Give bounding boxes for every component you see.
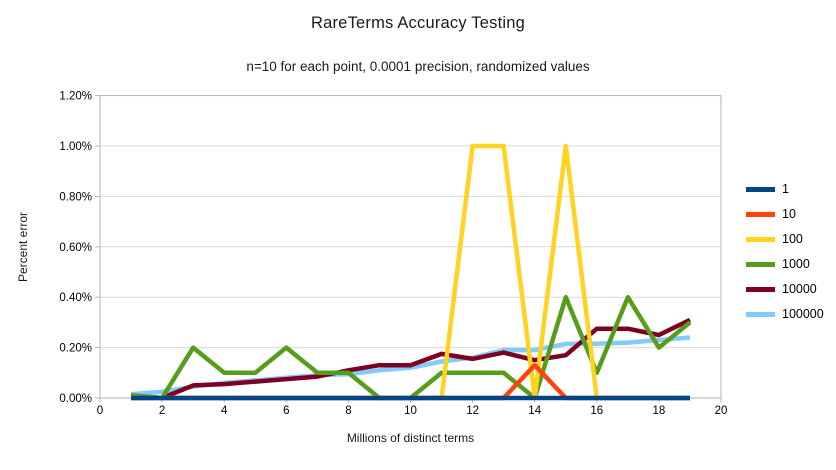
y-tick-label: 0.60%	[59, 242, 92, 254]
x-tick-label: 8	[345, 405, 351, 417]
x-tick-label: 0	[97, 405, 103, 417]
y-tick-label: 0.20%	[59, 343, 92, 355]
x-tick-label: 12	[466, 405, 479, 417]
legend-swatch-100	[746, 237, 775, 242]
x-axis-title: Millions of distinct terms	[346, 431, 475, 445]
series-line-10000	[130, 317, 691, 401]
y-tick-label: 1.00%	[59, 141, 92, 153]
legend-swatch-10000	[746, 287, 775, 292]
legend-label: 10	[782, 207, 796, 222]
x-tick-label: 4	[221, 405, 228, 417]
chart-subtitle: n=10 for each point, 0.0001 precision, r…	[246, 59, 590, 74]
legend-item-1000: 1000	[746, 252, 824, 277]
legend-label: 1	[782, 182, 789, 197]
legend-swatch-10	[746, 212, 775, 217]
x-tick-label: 20	[715, 405, 728, 417]
legend-label: 10000	[782, 282, 817, 297]
x-tick-label: 6	[283, 405, 289, 417]
legend-item-10: 10	[746, 202, 824, 227]
series-line-100	[131, 143, 690, 401]
legend: 1 10 100 1000 10000 100000	[746, 177, 824, 327]
legend-label: 1000	[782, 257, 810, 272]
chart-title: RareTerms Accuracy Testing	[311, 14, 525, 32]
y-tick-label: 1.20%	[59, 91, 92, 103]
legend-swatch-1	[746, 187, 775, 192]
x-tick-label: 18	[653, 405, 666, 417]
y-tick-label: 0.00%	[59, 393, 92, 405]
legend-label: 100	[782, 232, 803, 247]
x-tick-label: 14	[528, 405, 541, 417]
y-tick-label: 0.40%	[59, 292, 92, 304]
legend-item-1: 1	[746, 177, 824, 202]
y-tick-label: 0.80%	[59, 191, 92, 203]
legend-swatch-1000	[746, 262, 775, 267]
legend-swatch-100000	[746, 312, 775, 317]
series-line-10	[131, 362, 690, 401]
legend-item-10000: 10000	[746, 277, 824, 302]
x-tick-label: 10	[404, 405, 417, 417]
x-tick-label: 16	[590, 405, 603, 417]
legend-label: 100000	[782, 307, 824, 322]
x-tick-label: 2	[159, 405, 165, 417]
legend-item-100000: 100000	[746, 302, 824, 327]
legend-item-100: 100	[746, 227, 824, 252]
